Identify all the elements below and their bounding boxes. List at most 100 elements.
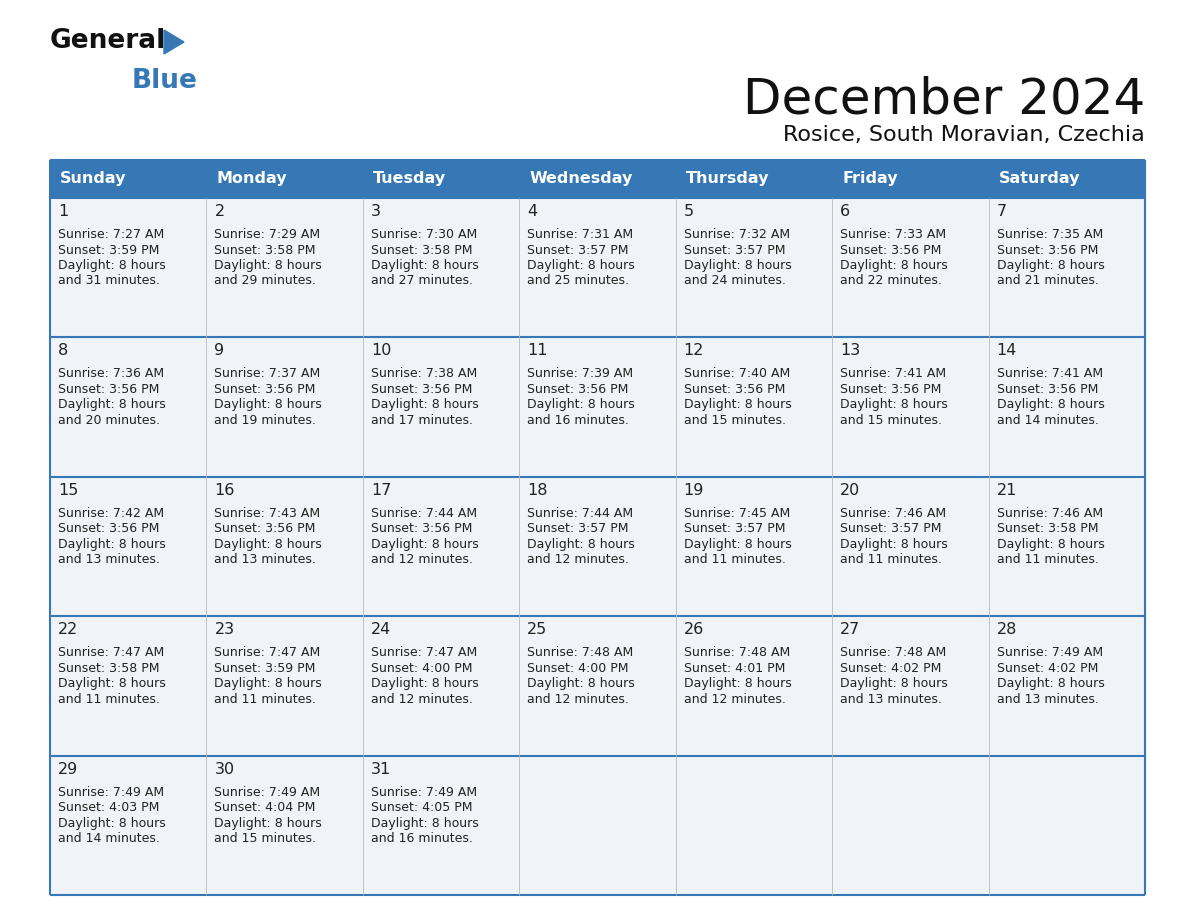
Text: Wednesday: Wednesday [530, 172, 633, 186]
Text: Daylight: 8 hours: Daylight: 8 hours [527, 538, 636, 551]
Text: 12: 12 [684, 343, 704, 358]
Text: Sunrise: 7:36 AM: Sunrise: 7:36 AM [58, 367, 164, 380]
Text: Sunset: 3:56 PM: Sunset: 3:56 PM [527, 383, 628, 396]
Text: 21: 21 [997, 483, 1017, 498]
Text: Sunset: 3:59 PM: Sunset: 3:59 PM [58, 243, 159, 256]
Text: and 11 minutes.: and 11 minutes. [684, 554, 785, 566]
Text: Sunset: 3:59 PM: Sunset: 3:59 PM [214, 662, 316, 675]
Text: 28: 28 [997, 622, 1017, 637]
Text: Daylight: 8 hours: Daylight: 8 hours [840, 677, 948, 690]
Text: and 11 minutes.: and 11 minutes. [997, 554, 1099, 566]
Text: Daylight: 8 hours: Daylight: 8 hours [997, 259, 1105, 272]
Text: Sunset: 4:05 PM: Sunset: 4:05 PM [371, 801, 473, 814]
Bar [50, 160, 207, 198]
Text: Daylight: 8 hours: Daylight: 8 hours [527, 677, 636, 690]
Text: and 12 minutes.: and 12 minutes. [371, 554, 473, 566]
Text: Daylight: 8 hours: Daylight: 8 hours [840, 398, 948, 411]
Text: Sunrise: 7:38 AM: Sunrise: 7:38 AM [371, 367, 478, 380]
Text: Sunset: 4:00 PM: Sunset: 4:00 PM [371, 662, 473, 675]
Bar [207, 160, 362, 198]
Bar [50, 756, 1145, 895]
Text: Sunrise: 7:46 AM: Sunrise: 7:46 AM [840, 507, 947, 520]
Text: Sunset: 4:04 PM: Sunset: 4:04 PM [214, 801, 316, 814]
Text: and 29 minutes.: and 29 minutes. [214, 274, 316, 287]
Text: Sunrise: 7:45 AM: Sunrise: 7:45 AM [684, 507, 790, 520]
Text: 18: 18 [527, 483, 548, 498]
Text: Sunrise: 7:30 AM: Sunrise: 7:30 AM [371, 228, 478, 241]
Text: Sunrise: 7:39 AM: Sunrise: 7:39 AM [527, 367, 633, 380]
Text: and 24 minutes.: and 24 minutes. [684, 274, 785, 287]
Text: 24: 24 [371, 622, 391, 637]
Text: and 12 minutes.: and 12 minutes. [371, 693, 473, 706]
Text: and 13 minutes.: and 13 minutes. [214, 554, 316, 566]
Text: Sunset: 3:57 PM: Sunset: 3:57 PM [684, 243, 785, 256]
Text: Sunrise: 7:41 AM: Sunrise: 7:41 AM [997, 367, 1102, 380]
Text: Sunset: 3:56 PM: Sunset: 3:56 PM [371, 383, 473, 396]
Text: 9: 9 [214, 343, 225, 358]
Text: Daylight: 8 hours: Daylight: 8 hours [371, 677, 479, 690]
Bar [676, 160, 832, 198]
Text: and 25 minutes.: and 25 minutes. [527, 274, 630, 287]
Text: Rosice, South Moravian, Czechia: Rosice, South Moravian, Czechia [783, 125, 1145, 145]
Text: and 31 minutes.: and 31 minutes. [58, 274, 160, 287]
Text: Sunrise: 7:40 AM: Sunrise: 7:40 AM [684, 367, 790, 380]
Text: Sunrise: 7:48 AM: Sunrise: 7:48 AM [840, 646, 947, 659]
Text: and 11 minutes.: and 11 minutes. [214, 693, 316, 706]
Text: Sunset: 3:56 PM: Sunset: 3:56 PM [214, 522, 316, 535]
Text: Daylight: 8 hours: Daylight: 8 hours [840, 538, 948, 551]
Text: 17: 17 [371, 483, 391, 498]
Text: Sunrise: 7:32 AM: Sunrise: 7:32 AM [684, 228, 790, 241]
Text: Sunset: 4:01 PM: Sunset: 4:01 PM [684, 662, 785, 675]
Text: 5: 5 [684, 204, 694, 219]
Text: Daylight: 8 hours: Daylight: 8 hours [58, 398, 166, 411]
Text: Sunset: 3:58 PM: Sunset: 3:58 PM [214, 243, 316, 256]
Text: Sunrise: 7:47 AM: Sunrise: 7:47 AM [371, 646, 478, 659]
Text: 26: 26 [684, 622, 704, 637]
Text: Sunrise: 7:43 AM: Sunrise: 7:43 AM [214, 507, 321, 520]
Text: Daylight: 8 hours: Daylight: 8 hours [214, 398, 322, 411]
Text: 4: 4 [527, 204, 537, 219]
Text: and 22 minutes.: and 22 minutes. [840, 274, 942, 287]
Text: Sunrise: 7:44 AM: Sunrise: 7:44 AM [527, 507, 633, 520]
Text: Daylight: 8 hours: Daylight: 8 hours [58, 817, 166, 830]
Text: and 15 minutes.: and 15 minutes. [214, 832, 316, 845]
Text: and 12 minutes.: and 12 minutes. [527, 693, 630, 706]
Text: and 17 minutes.: and 17 minutes. [371, 414, 473, 427]
Text: 11: 11 [527, 343, 548, 358]
Text: Sunrise: 7:47 AM: Sunrise: 7:47 AM [214, 646, 321, 659]
Text: Daylight: 8 hours: Daylight: 8 hours [58, 538, 166, 551]
Text: 1: 1 [58, 204, 68, 219]
Bar [519, 160, 676, 198]
Text: Sunset: 3:58 PM: Sunset: 3:58 PM [58, 662, 159, 675]
Text: Sunrise: 7:37 AM: Sunrise: 7:37 AM [214, 367, 321, 380]
Text: Sunset: 3:56 PM: Sunset: 3:56 PM [684, 383, 785, 396]
Text: and 15 minutes.: and 15 minutes. [684, 414, 785, 427]
Text: Sunset: 3:56 PM: Sunset: 3:56 PM [997, 383, 1098, 396]
Text: Sunset: 4:00 PM: Sunset: 4:00 PM [527, 662, 628, 675]
Text: Daylight: 8 hours: Daylight: 8 hours [371, 538, 479, 551]
Text: 2: 2 [214, 204, 225, 219]
Text: 27: 27 [840, 622, 860, 637]
Text: 15: 15 [58, 483, 78, 498]
Text: Daylight: 8 hours: Daylight: 8 hours [684, 259, 791, 272]
Text: 16: 16 [214, 483, 235, 498]
Text: Daylight: 8 hours: Daylight: 8 hours [371, 398, 479, 411]
Text: Sunrise: 7:35 AM: Sunrise: 7:35 AM [997, 228, 1102, 241]
Text: Daylight: 8 hours: Daylight: 8 hours [214, 259, 322, 272]
Text: 25: 25 [527, 622, 548, 637]
Text: and 21 minutes.: and 21 minutes. [997, 274, 1099, 287]
Polygon shape [164, 30, 184, 54]
Text: Daylight: 8 hours: Daylight: 8 hours [371, 817, 479, 830]
Text: Sunrise: 7:49 AM: Sunrise: 7:49 AM [58, 786, 164, 799]
Text: Sunset: 3:57 PM: Sunset: 3:57 PM [527, 522, 628, 535]
Text: Daylight: 8 hours: Daylight: 8 hours [527, 259, 636, 272]
Text: Daylight: 8 hours: Daylight: 8 hours [684, 538, 791, 551]
Text: 19: 19 [684, 483, 704, 498]
Text: 31: 31 [371, 762, 391, 777]
Text: 22: 22 [58, 622, 78, 637]
Text: Monday: Monday [216, 172, 287, 186]
Text: Sunrise: 7:47 AM: Sunrise: 7:47 AM [58, 646, 164, 659]
Text: Sunset: 3:56 PM: Sunset: 3:56 PM [58, 522, 159, 535]
Text: 29: 29 [58, 762, 78, 777]
Text: and 11 minutes.: and 11 minutes. [840, 554, 942, 566]
